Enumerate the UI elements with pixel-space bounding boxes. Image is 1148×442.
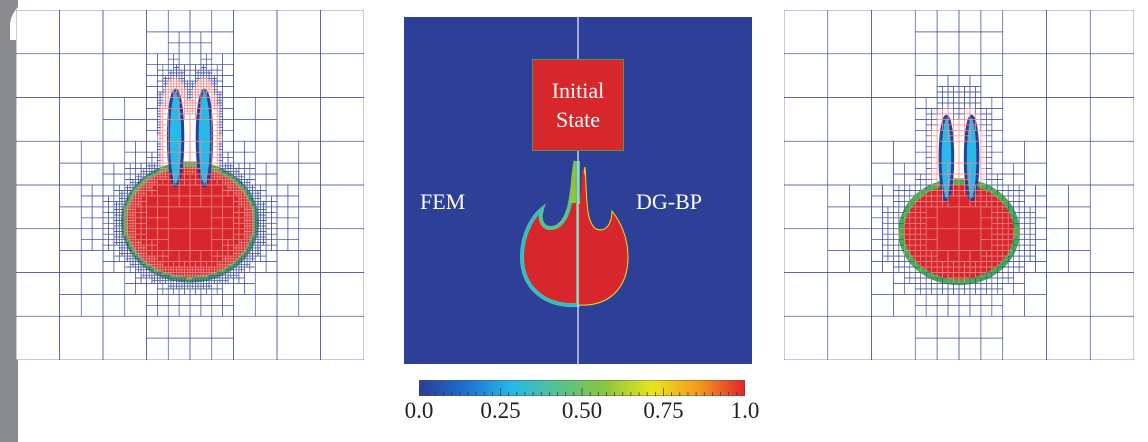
bubble-finger [166,88,185,188]
decorative-side-strip [0,0,18,442]
colorbar [419,380,745,396]
bubble-finger [195,88,214,188]
fem-label: FEM [420,189,466,214]
colorbar-tick-label: 0.50 [561,398,603,423]
fem-bubble-rim [520,208,579,307]
dgbp-label: DG-BP [636,189,703,214]
colorbar-tick-label: 0.75 [643,398,684,423]
fem-mesh-figure [16,10,364,360]
mesh-lines [16,10,364,360]
dgbp-bubble [577,166,629,306]
colorbar-ticks [419,388,745,396]
dgbp-mesh-panel [784,10,1134,360]
mesh-lines [784,10,1134,360]
fem-mesh-panel [16,10,364,360]
colorbar-tick-label: 0.0 [404,398,434,423]
colorbar-tick-label: 1.0 [730,398,760,423]
bubble-finger [963,114,980,202]
fem-finger [570,159,576,203]
initial-state-line2: State [556,107,600,132]
dgbp-finger [580,165,586,203]
mesh-cell [320,315,364,360]
dgbp-mesh-figure [784,10,1134,360]
initial-state-inset: Initial State [532,59,624,151]
mesh-cell [1089,315,1134,360]
bubble-finger [938,114,955,202]
colorbar-tick-label: 0.25 [480,398,521,423]
initial-state-line1: Initial [551,78,605,103]
concentration-field-panel: Initial State FEM DG-BP [404,17,752,364]
